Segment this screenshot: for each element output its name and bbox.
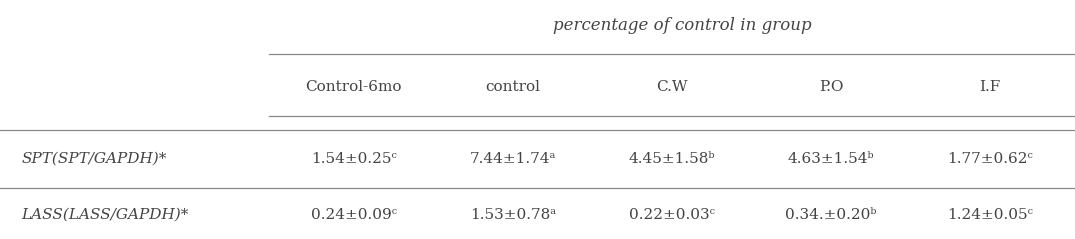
Text: 0.24±0.09ᶜ: 0.24±0.09ᶜ (311, 208, 397, 222)
Text: 4.63±1.54ᵇ: 4.63±1.54ᵇ (788, 152, 874, 166)
Text: 1.53±0.78ᵃ: 1.53±0.78ᵃ (470, 208, 556, 222)
Text: C.W: C.W (656, 80, 688, 94)
Text: 0.22±0.03ᶜ: 0.22±0.03ᶜ (629, 208, 715, 222)
Text: 7.44±1.74ᵃ: 7.44±1.74ᵃ (470, 152, 556, 166)
Text: control: control (485, 80, 541, 94)
Text: 0.34.±0.20ᵇ: 0.34.±0.20ᵇ (785, 208, 877, 222)
Text: 1.54±0.25ᶜ: 1.54±0.25ᶜ (311, 152, 397, 166)
Text: LASS(LASS/GAPDH)*: LASS(LASS/GAPDH)* (22, 208, 189, 222)
Text: 4.45±1.58ᵇ: 4.45±1.58ᵇ (629, 152, 715, 166)
Text: 1.77±0.62ᶜ: 1.77±0.62ᶜ (947, 152, 1033, 166)
Text: SPT(SPT/GAPDH)*: SPT(SPT/GAPDH)* (22, 152, 167, 166)
Text: P.O: P.O (819, 80, 843, 94)
Text: I.F: I.F (979, 80, 1001, 94)
Text: Control-6mo: Control-6mo (305, 80, 402, 94)
Text: percentage of control in group: percentage of control in group (554, 16, 812, 34)
Text: 1.24±0.05ᶜ: 1.24±0.05ᶜ (947, 208, 1033, 222)
